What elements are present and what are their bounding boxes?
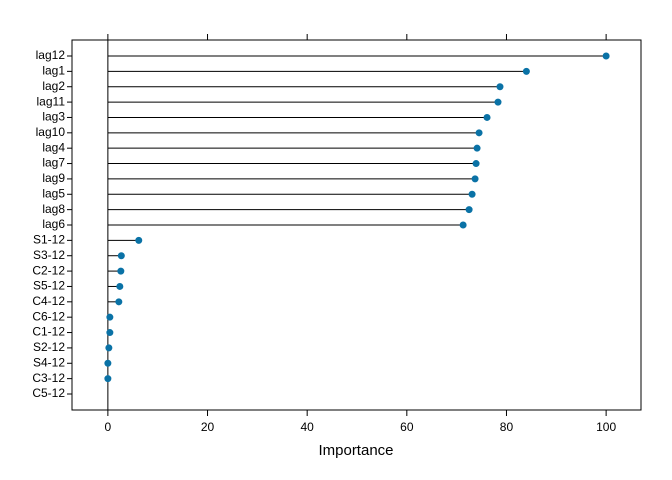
y-tick-label: C4-12	[32, 294, 65, 308]
dot	[602, 52, 610, 60]
dot	[116, 282, 124, 290]
x-tick-label: 20	[201, 420, 215, 434]
y-tick-label: lag10	[36, 125, 66, 139]
dot	[494, 98, 502, 106]
y-tick-label: S4-12	[33, 355, 65, 369]
y-tick-label: lag12	[36, 48, 66, 62]
x-tick-label: 100	[596, 420, 616, 434]
dot	[104, 359, 112, 367]
x-tick-label: 0	[105, 420, 112, 434]
x-tick-label: 80	[500, 420, 514, 434]
y-tick-label: C5-12	[32, 386, 65, 400]
x-tick-label: 40	[300, 420, 314, 434]
dot	[473, 144, 481, 152]
y-tick-label: S2-12	[33, 340, 65, 354]
dot	[522, 67, 530, 75]
y-tick-label: S1-12	[33, 233, 65, 247]
y-tick-label: S5-12	[33, 279, 65, 293]
dot	[115, 298, 123, 306]
y-tick-label: C3-12	[32, 371, 65, 385]
dot	[105, 344, 113, 352]
dot	[496, 83, 504, 91]
y-tick-label: lag4	[42, 140, 65, 154]
dot	[106, 313, 114, 321]
y-tick-label: lag5	[42, 186, 65, 200]
y-tick-label: lag1	[42, 64, 65, 78]
y-tick-label: C2-12	[32, 263, 65, 277]
dot	[483, 113, 491, 121]
dot	[472, 160, 480, 168]
dot	[459, 221, 467, 229]
y-tick-label: lag8	[42, 202, 65, 216]
y-tick-label: lag6	[42, 217, 65, 231]
dot	[117, 252, 125, 260]
dot	[106, 329, 114, 337]
y-tick-label: S3-12	[33, 248, 65, 262]
dot	[465, 206, 473, 214]
y-tick-label: C6-12	[32, 309, 65, 323]
y-tick-label: lag3	[42, 110, 65, 124]
y-tick-label: lag7	[42, 156, 65, 170]
dot	[471, 175, 479, 183]
x-axis-label: Importance	[318, 442, 393, 459]
dot	[104, 375, 112, 383]
dot	[468, 190, 476, 198]
dot	[135, 236, 143, 244]
y-tick-label: lag9	[42, 171, 65, 185]
y-tick-label: lag11	[37, 94, 66, 108]
dot	[117, 267, 125, 275]
y-tick-label: C1-12	[32, 325, 65, 339]
y-tick-label: lag2	[42, 79, 65, 93]
x-tick-label: 60	[400, 420, 414, 434]
dot	[475, 129, 483, 137]
